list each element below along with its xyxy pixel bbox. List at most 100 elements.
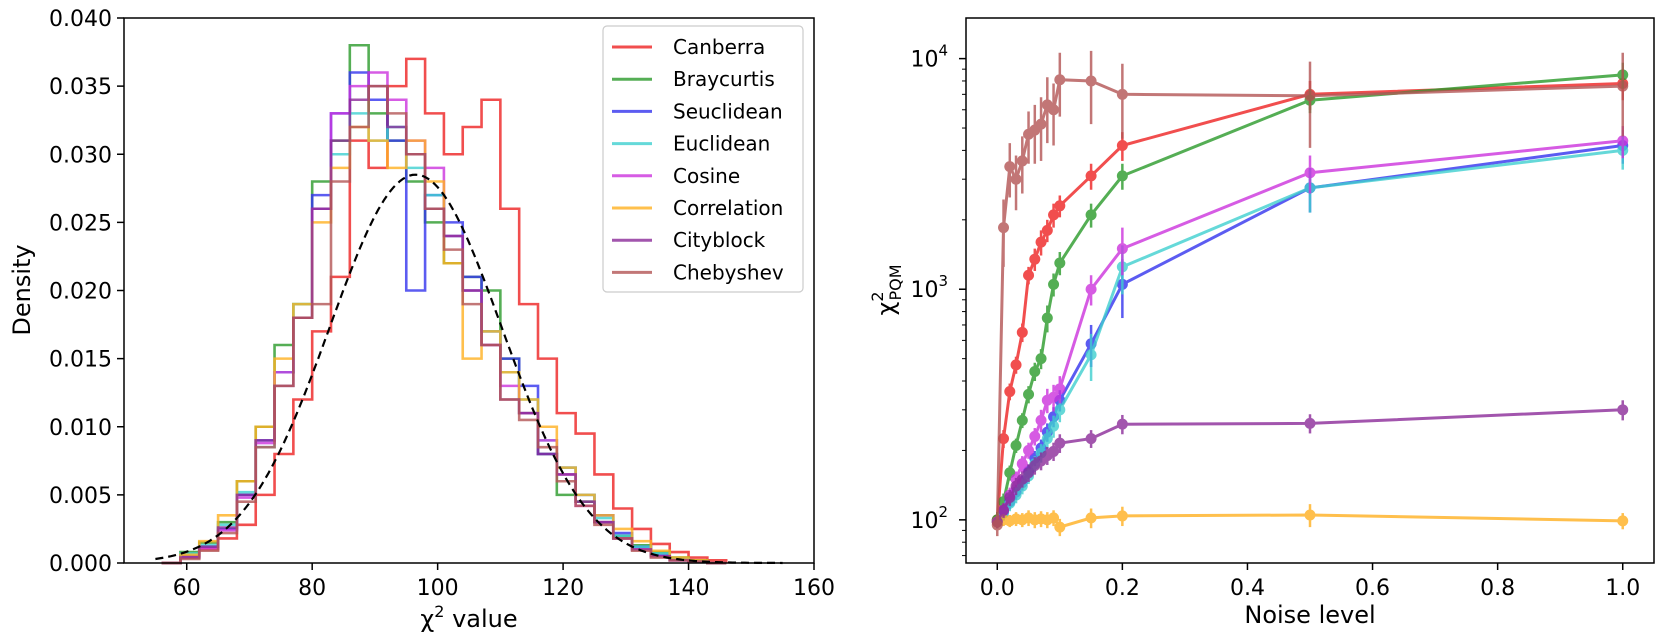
data-point [1054,521,1066,533]
left-panel: 60 80 100 120 140 160 0.0000.0050.0100.0150.0… [8,7,835,633]
data-point [1004,161,1016,173]
data-point [1617,80,1629,92]
left-y-tick-label: 0.020 [49,280,112,305]
right-y-tick-label: 104 [910,42,948,73]
legend-item-braycurtis: Braycurtis [612,67,775,91]
line-series-correlation [991,504,1629,537]
right-x-tick-label: 0.6 [1355,576,1390,601]
data-point [1048,391,1060,403]
right-x-tick-label: 0.8 [1480,576,1515,601]
right-panel: 0.0 0.2 0.4 0.6 0.8 1.0 102 103 104 Noise level… [868,17,1655,629]
histogram-series-chebyshev [161,84,727,565]
data-point [1016,414,1028,426]
data-point [1048,512,1060,524]
legend-label: Canberra [673,35,765,59]
left-x-tick-label: 60 [173,576,201,601]
legend-item-euclidean: Euclidean [612,132,770,156]
data-point [1048,104,1060,116]
data-point [1116,88,1128,100]
legend-item-correlation: Correlation [612,196,783,220]
histogram-series-group [161,43,728,565]
data-point [1035,236,1047,248]
legend-label: Correlation [673,196,783,220]
legend-item-canberra: Canberra [612,35,765,59]
data-point [1029,430,1041,442]
data-point [1029,365,1041,377]
line-series-group [991,50,1629,537]
data-point [1029,253,1041,265]
legend-label: Cityblock [673,228,766,252]
legend-item-cosine: Cosine [612,164,740,188]
data-point [1016,326,1028,338]
data-point [1010,173,1022,185]
data-point [1085,283,1097,295]
left-x-tick-label: 100 [417,576,459,601]
data-point [1041,224,1053,236]
right-y-tick-label: 102 [910,503,948,534]
left-x-axis-label: χ2 value [420,602,517,633]
left-y-ticks: 0.000 0.005 0.010 0.015 0.020 0.025 0.030 0.035… [49,7,124,577]
left-y-tick-label: 0.010 [49,416,112,441]
data-point [998,504,1010,516]
data-point [1617,135,1629,147]
data-point [1023,388,1035,400]
data-point [1004,386,1016,398]
data-point [1004,492,1016,504]
data-point [1116,170,1128,182]
data-point [998,433,1010,445]
data-point [1016,155,1028,167]
data-point [1041,433,1053,445]
legend-box [602,25,804,293]
data-point [1054,257,1066,269]
line-series-cosine [991,126,1629,529]
data-point [1048,278,1060,290]
line-series-canberra [991,69,1629,529]
data-point [1035,118,1047,130]
line-series-chebyshev [991,50,1629,537]
data-point [1041,312,1053,324]
left-y-tick-label: 0.030 [49,143,112,168]
data-point [1304,417,1316,429]
data-point [1048,420,1060,432]
right-y-ticks: 102 103 104 [910,42,966,557]
left-y-axis-label: Density [8,244,36,335]
data-point [991,519,1003,531]
data-point [1085,170,1097,182]
left-x-tick-label: 120 [542,576,584,601]
right-x-tick-label: 0.0 [980,576,1015,601]
left-y-tick-label: 0.015 [49,348,112,373]
left-y-tick-label: 0.025 [49,211,112,236]
reference-pdf-curve [155,173,783,565]
right-x-axis-label: Noise level [1244,601,1375,629]
data-point [1085,512,1097,524]
right-x-tick-label: 0.4 [1230,576,1265,601]
data-point [998,222,1010,234]
data-point [1116,139,1128,151]
right-y-tick-label: 103 [910,272,948,303]
data-point [1116,243,1128,255]
line-series-cityblock [991,400,1629,529]
legend-items: Canberra Braycurtis Seuclidean Euclidean Cos… [612,35,784,284]
data-point [1085,75,1097,87]
right-x-ticks: 0.0 0.2 0.4 0.6 0.8 1.0 [980,563,1640,601]
legend-label: Braycurtis [673,67,775,91]
data-point [1010,359,1022,371]
left-y-tick-label: 0.005 [49,484,112,509]
data-point [1085,349,1097,361]
data-point [1116,510,1128,522]
left-x-ticks: 60 80 100 120 140 160 [173,563,835,601]
legend-label: Seuclidean [673,99,783,123]
data-point [1016,458,1028,470]
right-x-tick-label: 1.0 [1605,576,1640,601]
data-point [1304,167,1316,179]
data-point [1054,74,1066,86]
data-point [1617,404,1629,416]
legend-label: Euclidean [673,132,770,156]
data-point [1085,209,1097,221]
data-point [1054,404,1066,416]
data-point [1023,467,1035,479]
data-point [1023,444,1035,456]
legend-label: Chebyshev [673,260,784,284]
right-y-axis-label: χ2PQM [868,264,905,315]
